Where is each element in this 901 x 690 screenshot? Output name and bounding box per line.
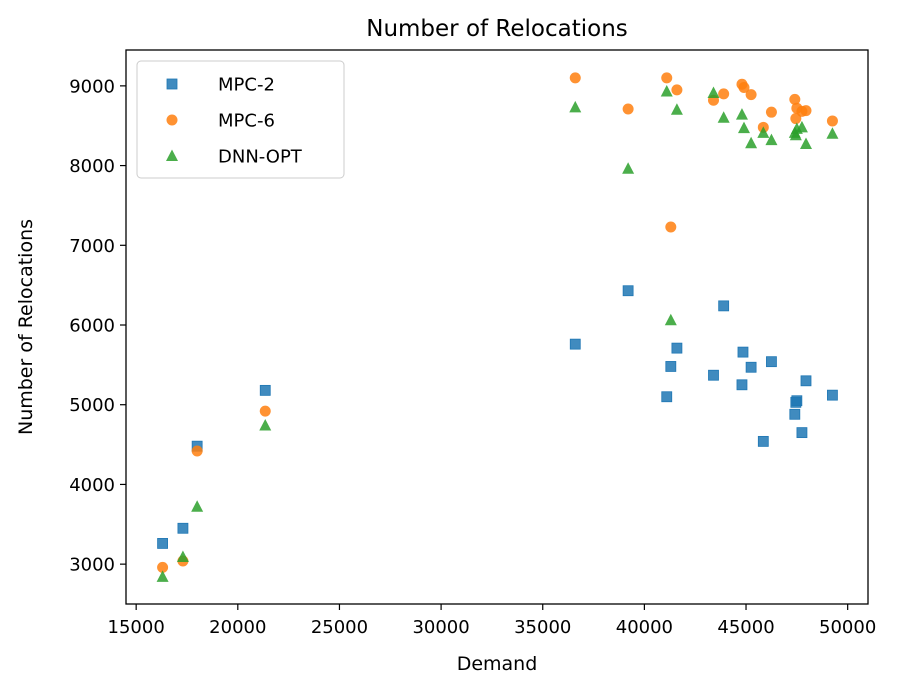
- legend-entry: MPC-2: [166, 75, 275, 96]
- data-point: [736, 379, 748, 391]
- data-point: [718, 300, 730, 312]
- data-point: [157, 538, 168, 549]
- series-mpc-2: [157, 285, 838, 549]
- legend-marker: [166, 149, 178, 161]
- data-point: [259, 405, 271, 417]
- data-point: [766, 356, 777, 368]
- data-point: [157, 561, 169, 573]
- legend-marker: [166, 114, 178, 126]
- data-point: [789, 128, 802, 141]
- data-point: [789, 408, 801, 420]
- data-point: [796, 427, 808, 439]
- data-point: [191, 500, 204, 512]
- data-point: [745, 136, 758, 149]
- data-point: [671, 342, 683, 354]
- data-point: [745, 89, 757, 101]
- y-tick-label: 5000: [69, 395, 115, 416]
- data-point: [707, 86, 720, 99]
- data-point: [717, 111, 730, 123]
- data-point: [737, 346, 749, 358]
- data-point: [156, 570, 169, 582]
- legend-label: DNN-OPT: [218, 147, 303, 168]
- data-point: [191, 445, 203, 457]
- data-point: [827, 389, 838, 401]
- data-point: [660, 84, 673, 97]
- data-point: [569, 100, 582, 113]
- x-tick-label: 30000: [412, 617, 469, 638]
- data-point: [259, 418, 272, 431]
- data-point: [671, 84, 683, 96]
- data-point: [800, 105, 812, 117]
- data-point: [661, 391, 673, 403]
- data-point: [745, 361, 757, 373]
- x-axis-label: Demand: [457, 653, 538, 675]
- axes: 15000 20000 25000 30000 35000 40000 45000 50000…: [69, 76, 876, 638]
- data-point: [791, 395, 803, 407]
- data-point: [789, 93, 801, 105]
- data-point: [569, 338, 581, 350]
- y-tick-label: 8000: [69, 156, 115, 177]
- data-point: [765, 106, 777, 118]
- plot-frame: [125, 49, 869, 605]
- data-point: [795, 120, 808, 133]
- data-point: [177, 522, 189, 534]
- y-tick-label: 6000: [69, 316, 115, 337]
- y-axis-label: Number of Relocations: [15, 219, 37, 435]
- y-tick-label: 3000: [69, 555, 115, 576]
- data-point: [622, 103, 634, 115]
- series-dnn-opt: [156, 84, 839, 582]
- data-point: [757, 435, 769, 447]
- data-point: [757, 126, 770, 138]
- legend-marker: [166, 78, 178, 90]
- legend-entry: MPC-6: [166, 111, 275, 132]
- data-points: [156, 72, 839, 582]
- legend: MPC-2 MPC-6 DNN-OPT: [136, 60, 345, 179]
- chart-title: Number of Relocations: [366, 16, 628, 42]
- x-tick-label: 15000: [108, 617, 165, 638]
- x-tick-label: 50000: [819, 617, 876, 638]
- data-point: [737, 121, 750, 134]
- data-point: [799, 137, 812, 150]
- y-tick-label: 4000: [69, 475, 115, 496]
- data-point: [670, 103, 683, 115]
- y-tick-label: 7000: [69, 236, 115, 257]
- data-point: [718, 88, 730, 100]
- data-point: [738, 81, 750, 93]
- data-point: [665, 221, 677, 233]
- legend-entry: DNN-OPT: [166, 147, 303, 168]
- legend-label: MPC-6: [218, 111, 275, 132]
- data-point: [622, 285, 634, 297]
- x-tick-label: 40000: [616, 617, 673, 638]
- data-point: [259, 384, 271, 396]
- x-tick-label: 45000: [717, 617, 774, 638]
- data-point: [661, 72, 673, 84]
- data-point: [765, 133, 778, 146]
- data-point: [664, 313, 677, 326]
- x-tick-label: 20000: [209, 617, 266, 638]
- data-point: [176, 550, 189, 562]
- y-tick-label: 9000: [69, 76, 115, 97]
- data-point: [790, 113, 802, 125]
- x-tick-label: 25000: [311, 617, 368, 638]
- data-point: [826, 115, 838, 127]
- legend-box: [136, 60, 345, 179]
- data-point: [622, 162, 635, 174]
- data-point: [569, 72, 581, 84]
- data-point: [665, 361, 677, 372]
- data-point: [800, 375, 812, 387]
- data-point: [826, 127, 839, 139]
- x-tick-label: 35000: [514, 617, 571, 638]
- legend-label: MPC-2: [218, 75, 275, 96]
- data-point: [708, 369, 719, 381]
- data-point: [735, 108, 748, 120]
